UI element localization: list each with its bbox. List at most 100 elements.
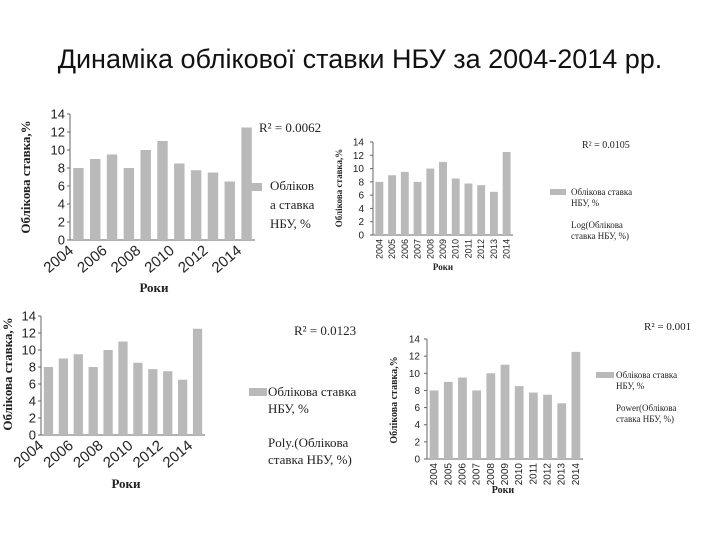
bar [472, 390, 482, 459]
x-tick-label: 2011 [528, 463, 539, 485]
bar [528, 392, 538, 459]
x-tick-label: 2006 [40, 437, 76, 471]
bar [190, 170, 202, 240]
legend-swatch [596, 372, 614, 378]
y-tick-label: 0 [414, 455, 420, 466]
bar [543, 394, 552, 459]
bar [388, 175, 397, 235]
x-tick-label: 2008 [108, 242, 144, 276]
bar [486, 373, 496, 459]
y-axis-label: Облікова ставка,% [334, 149, 344, 227]
bar [123, 168, 135, 240]
r-squared-annotation: R² = 0.0105 [582, 140, 630, 151]
bar [133, 362, 143, 435]
bar [58, 358, 68, 435]
bar [514, 386, 524, 459]
bar [148, 369, 158, 435]
x-axis-label: Роки [111, 476, 141, 491]
y-tick-label: 6 [414, 403, 420, 414]
page-title: Динаміка облікової ставки НБУ за 2004-20… [57, 44, 663, 74]
x-axis-label: Роки [492, 485, 515, 496]
x-tick-label: 2008 [425, 239, 435, 259]
legend-label: Power(Облікова [616, 403, 676, 413]
x-tick-label: 2013 [557, 463, 568, 486]
x-tick-label: 2014 [209, 242, 245, 276]
bar [90, 159, 101, 240]
x-tick-label: 2011 [463, 239, 473, 258]
x-tick-label: 2012 [130, 437, 166, 471]
bar [163, 371, 173, 435]
y-tick-label: 4 [358, 204, 364, 215]
bar [207, 172, 219, 240]
x-tick-label: 2004 [11, 437, 47, 471]
bar [140, 150, 151, 240]
x-tick-label: 2010 [514, 463, 525, 486]
y-tick-label: 0 [58, 233, 65, 248]
y-tick-label: 4 [29, 394, 36, 409]
legend-label: Облікова ставка [571, 187, 632, 197]
legend-label: Log(Облікова [571, 220, 623, 230]
y-tick-label: 4 [414, 420, 420, 431]
y-tick-label: 12 [51, 125, 65, 140]
x-tick-label: 2012 [543, 463, 554, 486]
legend-label: Poly.(Облікова [268, 435, 348, 450]
y-tick-label: 10 [51, 143, 65, 158]
y-tick-label: 10 [22, 343, 36, 358]
y-tick-label: 14 [22, 309, 36, 324]
y-axis-label: Облікова ставка,% [389, 356, 400, 443]
x-tick-label: 2010 [141, 242, 177, 276]
bar [439, 161, 447, 235]
y-axis-label: Облікова ставка,% [18, 120, 33, 233]
y-tick-label: 2 [414, 437, 420, 448]
y-tick-label: 8 [58, 161, 65, 176]
y-tick-label: 4 [58, 197, 65, 212]
bar [400, 171, 409, 235]
legend-label: НБУ, % [268, 401, 309, 416]
y-tick-label: 2 [29, 411, 36, 426]
bar [557, 403, 567, 459]
r-squared-annotation: R² = 0.0062 [259, 120, 321, 135]
bar [477, 185, 486, 235]
legend-label: ставка НБУ, %) [616, 414, 674, 424]
y-tick-label: 6 [358, 191, 364, 202]
legend-label: Облікова ставка [616, 370, 677, 380]
bar [224, 181, 235, 240]
x-tick-label: 2009 [500, 463, 511, 486]
x-tick-label: 2005 [443, 463, 454, 486]
y-tick-label: 12 [353, 151, 365, 162]
bar [157, 141, 168, 240]
bar [489, 191, 498, 235]
legend-label: НБУ, % [616, 381, 645, 391]
x-tick-label: 2009 [438, 239, 448, 259]
x-axis-label: Роки [433, 262, 453, 272]
bar [375, 181, 384, 235]
x-tick-label: 2007 [413, 239, 423, 259]
bar [426, 168, 435, 235]
y-tick-label: 6 [29, 377, 36, 392]
y-tick-label: 12 [409, 352, 421, 363]
x-tick-label: 2014 [160, 437, 196, 471]
bar [429, 390, 439, 459]
bar [73, 168, 84, 240]
bar [443, 381, 453, 459]
x-tick-label: 2014 [502, 239, 512, 259]
y-tick-label: 10 [353, 164, 365, 175]
legend-label: ставка НБУ, %) [268, 452, 352, 467]
x-tick-label: 2008 [486, 463, 497, 486]
y-tick-label: 8 [29, 360, 36, 375]
bar [178, 379, 188, 435]
y-tick-label: 10 [409, 369, 421, 380]
x-tick-label: 2004 [374, 239, 384, 259]
x-axis-label: Роки [139, 280, 169, 295]
bar [502, 151, 511, 235]
bar [451, 178, 460, 235]
bar [88, 367, 98, 435]
bar [174, 163, 185, 240]
bar [464, 183, 473, 235]
x-tick-label: 2013 [489, 239, 499, 259]
legend-swatch [246, 183, 262, 191]
x-tick-label: 2006 [457, 463, 468, 486]
y-tick-label: 2 [58, 215, 65, 230]
